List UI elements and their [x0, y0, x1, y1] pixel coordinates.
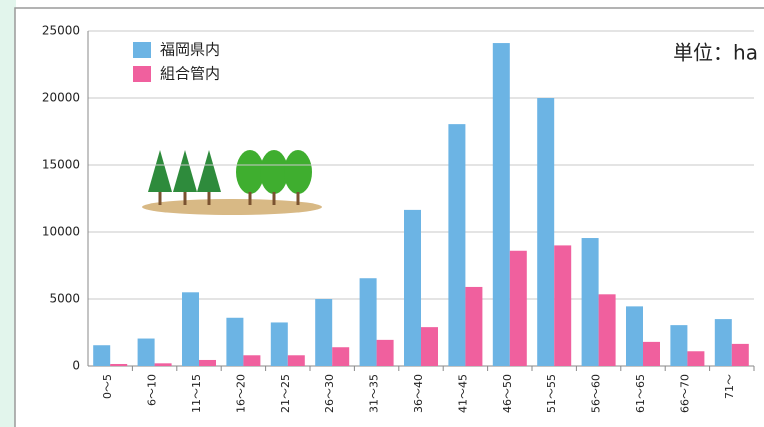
- bar: [155, 363, 172, 366]
- bar: [643, 342, 660, 366]
- x-tick-label: 26～30: [323, 374, 336, 413]
- x-tick-label: 11～15: [190, 374, 203, 413]
- bar: [626, 306, 643, 366]
- bar: [670, 325, 687, 366]
- y-tick-label: 15000: [42, 158, 80, 172]
- x-tick-label: 36～40: [412, 374, 425, 413]
- x-tick-label: 6～10: [146, 374, 159, 406]
- x-tick-label: 0～5: [101, 374, 114, 399]
- bar: [110, 364, 127, 366]
- bar: [315, 299, 332, 366]
- x-tick-label: 71～: [723, 374, 736, 399]
- side-strip: [0, 0, 16, 427]
- y-tick-label: 25000: [42, 24, 80, 38]
- legend-swatch: [133, 66, 151, 82]
- bar: [510, 251, 527, 366]
- bar: [493, 43, 510, 366]
- x-tick-label: 66～70: [678, 374, 691, 413]
- y-tick-label: 10000: [42, 225, 80, 239]
- legend-label: 組合管内: [160, 65, 220, 83]
- unit-label: 単位：ha: [673, 41, 758, 65]
- x-tick-label: 31～35: [368, 374, 381, 413]
- bar: [226, 318, 243, 366]
- bar: [404, 210, 421, 366]
- y-tick-label: 0: [72, 359, 80, 373]
- bar: [687, 351, 704, 366]
- x-tick-label: 41～45: [456, 374, 469, 413]
- bar: [182, 292, 199, 366]
- bar: [288, 355, 305, 366]
- bar: [421, 327, 438, 366]
- y-tick-label: 5000: [49, 292, 80, 306]
- x-tick-label: 21～25: [279, 374, 292, 413]
- y-tick-label: 20000: [42, 91, 80, 105]
- bar: [243, 355, 260, 366]
- bar: [448, 124, 465, 366]
- bar: [93, 345, 110, 366]
- page: 単位：ha 0 5000 10000 15000 20000 25000 0～5 6～10 11…: [0, 0, 764, 427]
- x-tick-label: 56～60: [590, 374, 603, 413]
- bar: [582, 238, 599, 366]
- chart: 単位：ha 0 5000 10000 15000 20000 25000 0～5 6～10 11…: [0, 0, 764, 427]
- bar: [360, 278, 377, 366]
- x-tick-label: 61～65: [634, 374, 647, 413]
- bar: [138, 339, 155, 366]
- x-tick-label: 46～50: [501, 374, 514, 413]
- x-tick-label: 16～20: [234, 374, 247, 413]
- bar: [715, 319, 732, 366]
- bar: [554, 245, 571, 366]
- bar: [199, 360, 216, 366]
- legend-swatch: [133, 42, 151, 58]
- bar: [599, 294, 616, 366]
- bar: [732, 344, 749, 366]
- bar: [332, 347, 349, 366]
- bar: [271, 322, 288, 366]
- bar: [377, 340, 394, 366]
- bar: [537, 98, 554, 366]
- legend-label: 福岡県内: [160, 41, 220, 59]
- x-tick-label: 51～55: [545, 374, 558, 413]
- bar: [465, 287, 482, 366]
